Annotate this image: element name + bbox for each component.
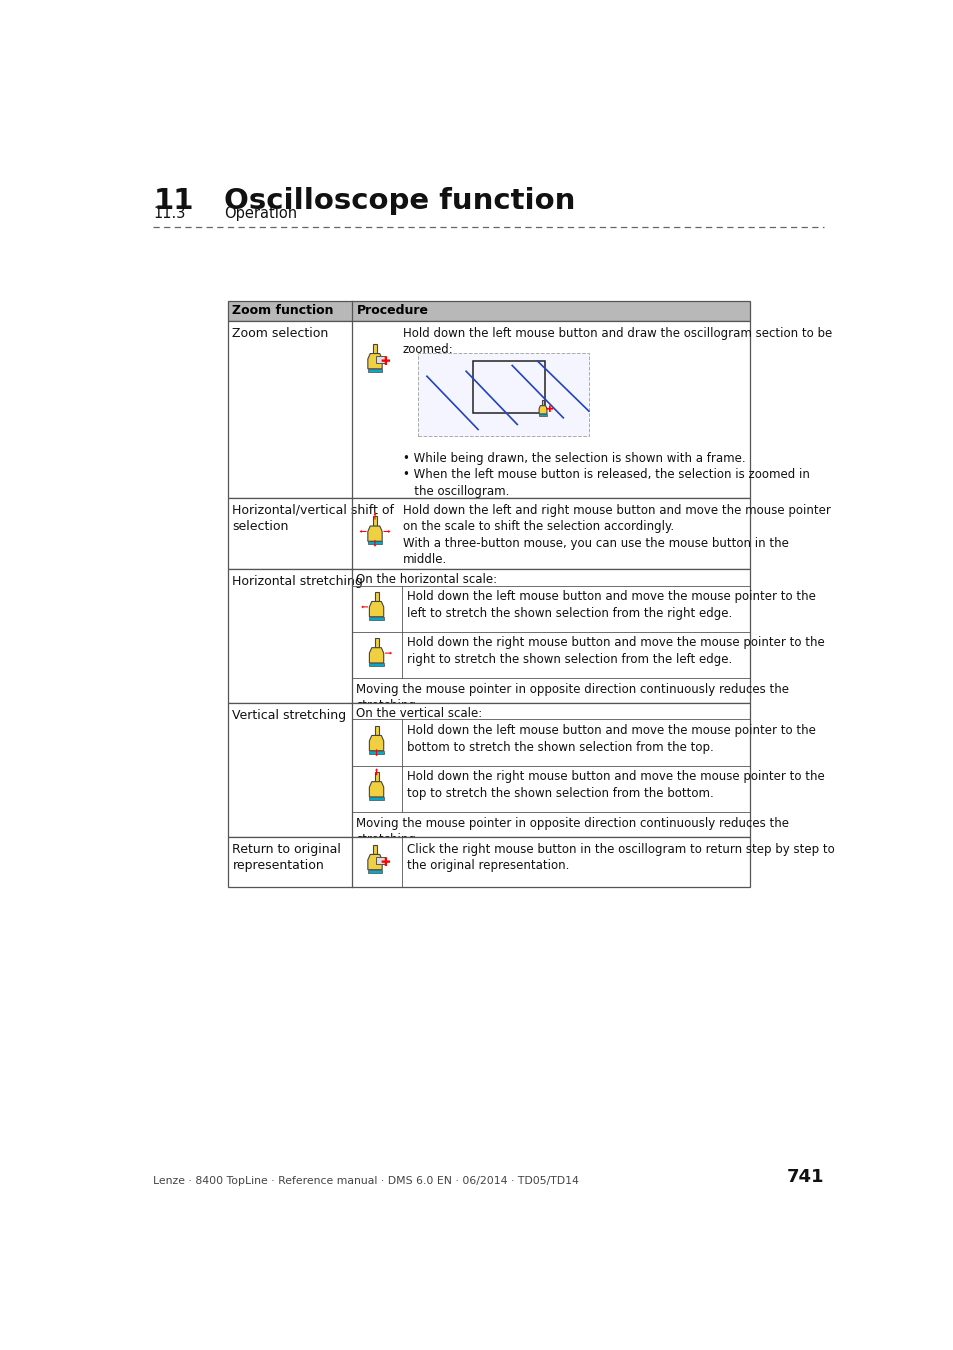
Bar — [369, 663, 383, 666]
Text: ✚: ✚ — [545, 405, 553, 414]
Text: Hold down the right mouse button and move the mouse pointer to the
top to stretc: Hold down the right mouse button and mov… — [406, 771, 823, 799]
Polygon shape — [368, 526, 382, 541]
FancyArrow shape — [375, 749, 377, 756]
Bar — [228, 837, 749, 887]
Bar — [368, 869, 382, 872]
Text: Hold down the left mouse button and move the mouse pointer to the
left to stretc: Hold down the left mouse button and move… — [406, 590, 815, 620]
Polygon shape — [368, 855, 382, 869]
Text: Click the right mouse button in the oscillogram to return step by step to
the or: Click the right mouse button in the osci… — [406, 842, 834, 872]
Bar — [228, 568, 749, 702]
Polygon shape — [375, 591, 378, 602]
Bar — [228, 301, 749, 320]
Polygon shape — [373, 516, 376, 526]
FancyArrow shape — [385, 652, 392, 655]
FancyArrow shape — [359, 531, 366, 533]
FancyArrow shape — [373, 513, 376, 520]
Text: On the horizontal scale:: On the horizontal scale: — [356, 574, 497, 586]
Polygon shape — [541, 400, 543, 405]
Text: Hold down the left mouse button and draw the oscillogram section to be
zoomed:: Hold down the left mouse button and draw… — [402, 327, 831, 356]
Text: Zoom function: Zoom function — [233, 304, 334, 317]
Text: ✚: ✚ — [380, 355, 390, 369]
Bar — [368, 541, 382, 544]
Bar — [376, 356, 385, 363]
Bar — [368, 369, 382, 371]
Bar — [369, 751, 383, 753]
Text: Operation: Operation — [224, 207, 296, 221]
Polygon shape — [369, 648, 383, 663]
FancyArrow shape — [383, 531, 390, 533]
Text: 11.3: 11.3 — [153, 207, 186, 221]
Text: On the vertical scale:: On the vertical scale: — [356, 707, 482, 720]
Text: Horizontal stretching: Horizontal stretching — [233, 575, 363, 587]
Polygon shape — [538, 405, 546, 414]
Bar — [228, 320, 749, 498]
Text: • While being drawn, the selection is shown with a frame.
• When the left mouse : • While being drawn, the selection is sh… — [402, 451, 809, 498]
Bar — [228, 498, 749, 568]
FancyArrow shape — [361, 605, 368, 609]
Bar — [228, 702, 749, 837]
Text: Zoom selection: Zoom selection — [233, 327, 328, 340]
Text: ✚: ✚ — [380, 856, 390, 869]
FancyArrow shape — [375, 768, 377, 775]
Polygon shape — [373, 344, 376, 354]
Text: Hold down the left and right mouse button and move the mouse pointer
on the scal: Hold down the left and right mouse butto… — [402, 504, 830, 567]
Polygon shape — [369, 736, 383, 751]
Text: Moving the mouse pointer in opposite direction continuously reduces the
stretchi: Moving the mouse pointer in opposite dir… — [356, 683, 788, 711]
Text: Lenze · 8400 TopLine · Reference manual · DMS 6.0 EN · 06/2014 · TD05/TD14: Lenze · 8400 TopLine · Reference manual … — [153, 1176, 578, 1187]
Text: 11: 11 — [153, 186, 193, 215]
Text: Hold down the left mouse button and move the mouse pointer to the
bottom to stre: Hold down the left mouse button and move… — [406, 724, 815, 753]
Text: Procedure: Procedure — [356, 304, 428, 317]
Text: Hold down the right mouse button and move the mouse pointer to the
right to stre: Hold down the right mouse button and mov… — [406, 636, 823, 666]
Polygon shape — [369, 602, 383, 617]
Text: Return to original
representation: Return to original representation — [233, 842, 341, 872]
FancyBboxPatch shape — [418, 352, 588, 436]
Text: Horizontal/vertical shift of
selection: Horizontal/vertical shift of selection — [233, 504, 394, 533]
Polygon shape — [368, 354, 382, 369]
Text: Moving the mouse pointer in opposite direction continuously reduces the
stretchi: Moving the mouse pointer in opposite dir… — [356, 817, 788, 846]
Bar — [538, 414, 546, 416]
Polygon shape — [375, 726, 378, 736]
Text: 741: 741 — [786, 1168, 823, 1187]
Bar — [369, 617, 383, 620]
Polygon shape — [375, 637, 378, 648]
Polygon shape — [373, 845, 376, 855]
FancyArrow shape — [373, 540, 376, 547]
Bar — [473, 362, 544, 413]
Bar — [369, 796, 383, 801]
Bar — [376, 857, 385, 864]
Text: Vertical stretching: Vertical stretching — [233, 709, 346, 722]
Polygon shape — [369, 782, 383, 796]
Text: Oscilloscope function: Oscilloscope function — [224, 186, 575, 215]
Polygon shape — [375, 772, 378, 782]
